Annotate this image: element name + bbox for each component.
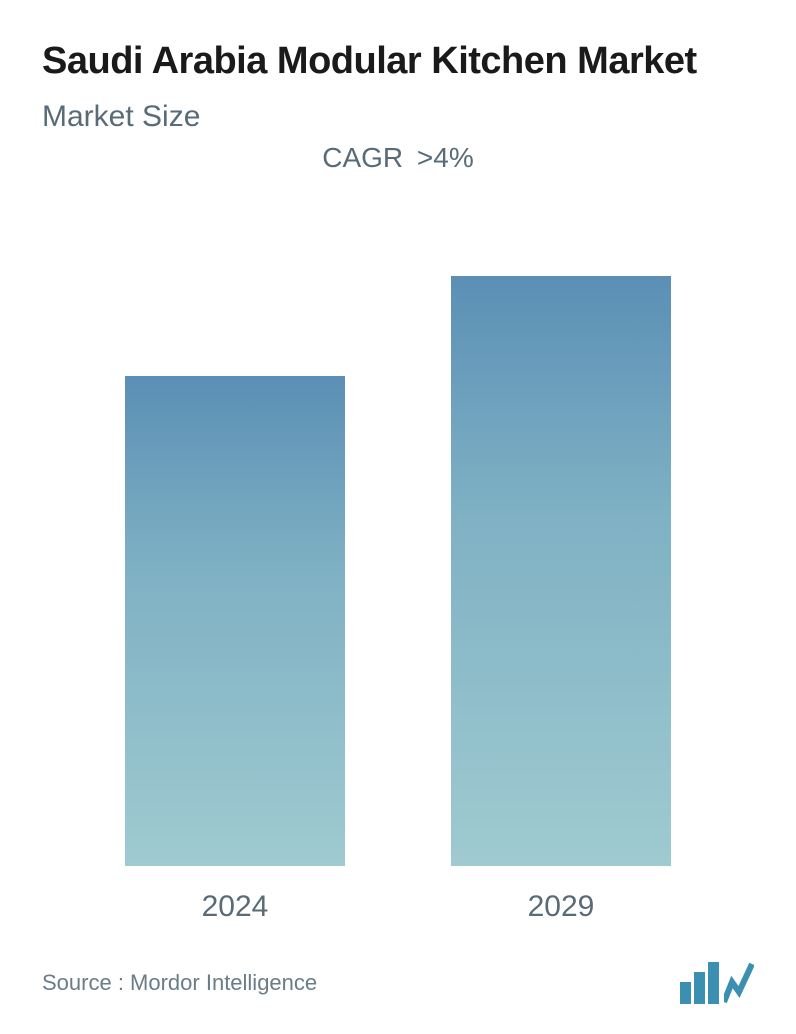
cagr-row: CAGR >4% — [42, 142, 754, 174]
bar-group-0: 2024 — [125, 376, 345, 924]
logo-bar-icon — [694, 972, 705, 1004]
bar-group-1: 2029 — [451, 276, 671, 924]
logo-zigzag-icon — [724, 962, 754, 1004]
brand-logo — [680, 962, 754, 1004]
bar-chart: 2024 2029 — [42, 234, 754, 925]
chart-container: Saudi Arabia Modular Kitchen Market Mark… — [0, 0, 796, 1034]
logo-bar-icon — [680, 982, 691, 1004]
cagr-value: >4% — [417, 142, 474, 173]
x-axis-label-1: 2029 — [528, 890, 595, 924]
bar-1 — [451, 276, 671, 866]
source-attribution: Source : Mordor Intelligence — [42, 970, 317, 996]
footer: Source : Mordor Intelligence — [42, 954, 754, 1004]
logo-bar-icon — [708, 962, 719, 1004]
chart-subtitle: Market Size — [42, 100, 754, 134]
bar-0 — [125, 376, 345, 866]
chart-title: Saudi Arabia Modular Kitchen Market — [42, 38, 754, 86]
cagr-label: CAGR — [322, 142, 403, 173]
x-axis-label-0: 2024 — [202, 890, 269, 924]
